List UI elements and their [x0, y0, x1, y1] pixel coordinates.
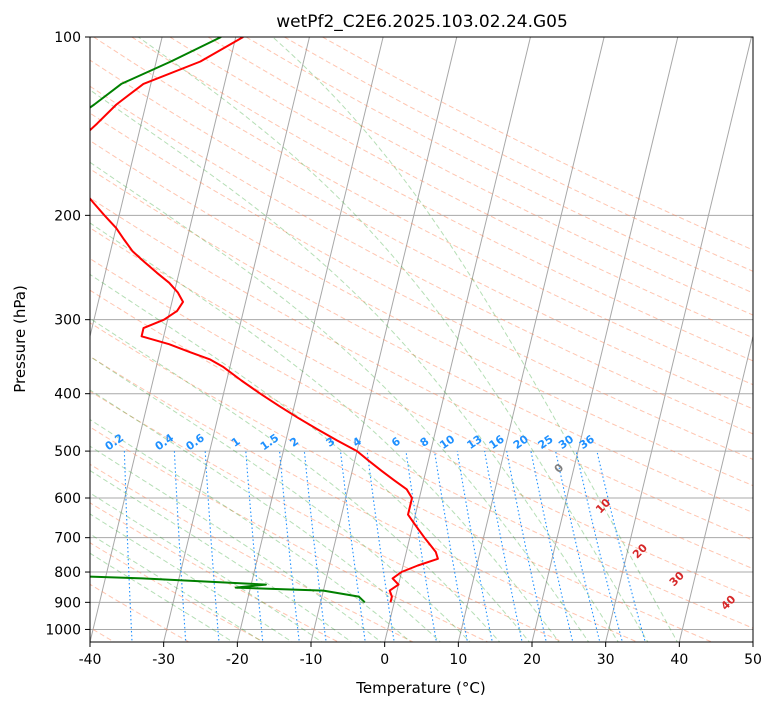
- dry-adiabat-line: [90, 322, 714, 642]
- isotherm-line: [163, 37, 310, 642]
- moist-adiabat-line: [90, 469, 353, 642]
- x-tick-label: 50: [744, 652, 762, 668]
- x-axis-label: Temperature (°C): [355, 679, 485, 697]
- x-tick-label: 0: [380, 652, 389, 668]
- x-tick-label: -30: [152, 652, 175, 668]
- moist-adiabat-line: [90, 273, 531, 642]
- mixing-ratio-line: [405, 451, 437, 642]
- moist-adiabat-line: [138, 37, 649, 642]
- isotherm-line: [90, 37, 237, 642]
- y-tick-label: 800: [54, 565, 81, 581]
- y-tick-label: 900: [54, 595, 81, 611]
- x-tick-label: 10: [449, 652, 467, 668]
- dry-adiabat-line: [93, 37, 753, 386]
- moist-adiabat-line: [90, 89, 619, 642]
- moist-adiabat-line: [90, 445, 382, 642]
- y-axis: 100 200 300 400 500 600 700 800 900 1000: [45, 30, 90, 638]
- dry-adiabat-line: [90, 463, 415, 642]
- mixing-ratio-line: [596, 450, 646, 642]
- y-tick-label: 100: [54, 30, 81, 46]
- mixing-ratio-line: [555, 450, 601, 642]
- isotherm-line: [90, 37, 163, 339]
- dry-adiabat-line: [207, 37, 753, 316]
- dry-adiabat-line: [90, 85, 753, 435]
- plot-series: [90, 37, 439, 604]
- y-tick-label: 400: [54, 387, 81, 403]
- dry-adiabat-line: [90, 227, 753, 570]
- isotherm-line: [531, 37, 679, 642]
- y-tick-label: 500: [54, 444, 81, 460]
- dry-adiabat-line: [90, 258, 753, 599]
- profile-line: [90, 37, 439, 603]
- dry-adiabat-line: [90, 289, 753, 629]
- x-axis: -40 -30 -20 -10 0 10 20 30 40 50: [79, 642, 762, 668]
- moist-adiabat-line: [90, 161, 590, 642]
- chart-title: wetPf2_C2E6.2025.103.02.24.G05: [276, 12, 568, 32]
- moist-adiabat-line: [90, 222, 560, 642]
- dry-adiabat-line: [90, 390, 564, 642]
- y-tick-label: 300: [54, 313, 81, 329]
- mixing-ratio-line: [530, 450, 574, 642]
- isotherm-line: [236, 37, 384, 642]
- x-tick-label: 20: [523, 652, 541, 668]
- dry-adiabat-line: [90, 59, 753, 410]
- mixing-ratio-line: [484, 451, 523, 642]
- moist-adiabat-line: [272, 37, 678, 642]
- mixing-ratio-line: [433, 451, 469, 642]
- moist-adiabat-line: [90, 418, 412, 642]
- isotherm-line: [605, 37, 752, 642]
- x-tick-label: -10: [300, 652, 323, 668]
- y-tick-label: 200: [54, 208, 81, 224]
- x-tick-label: -40: [79, 652, 102, 668]
- plot-frame: [89, 36, 754, 643]
- mixing-ratio-line: [456, 451, 493, 642]
- y-tick-label: 700: [54, 531, 81, 547]
- y-tick-label: 600: [54, 491, 81, 507]
- isotherm-line: [310, 37, 458, 642]
- isotherm-line: [457, 37, 605, 642]
- dry-adiabat-line: [169, 37, 753, 339]
- mixing-ratio-line: [506, 450, 547, 642]
- dry-adiabat-line: [90, 140, 753, 487]
- moist-adiabat-line: [90, 355, 471, 642]
- y-axis-label: Pressure (hPa): [11, 285, 29, 393]
- dry-adiabat-line: [90, 502, 340, 642]
- moist-adiabat-line: [90, 317, 501, 642]
- isotherm-line: [678, 334, 753, 642]
- y-tick-label: 1000: [45, 622, 81, 638]
- mixing-ratio-line: [575, 450, 623, 642]
- moist-adiabat-line: [90, 492, 323, 642]
- x-tick-label: 30: [597, 652, 615, 668]
- isotherm-line: [384, 37, 531, 642]
- x-tick-label: -20: [226, 652, 249, 668]
- plot-background-lines: [90, 37, 753, 642]
- mixing-ratio-line: [123, 451, 133, 642]
- x-tick-label: 40: [670, 652, 688, 668]
- dry-adiabat-line: [90, 168, 753, 514]
